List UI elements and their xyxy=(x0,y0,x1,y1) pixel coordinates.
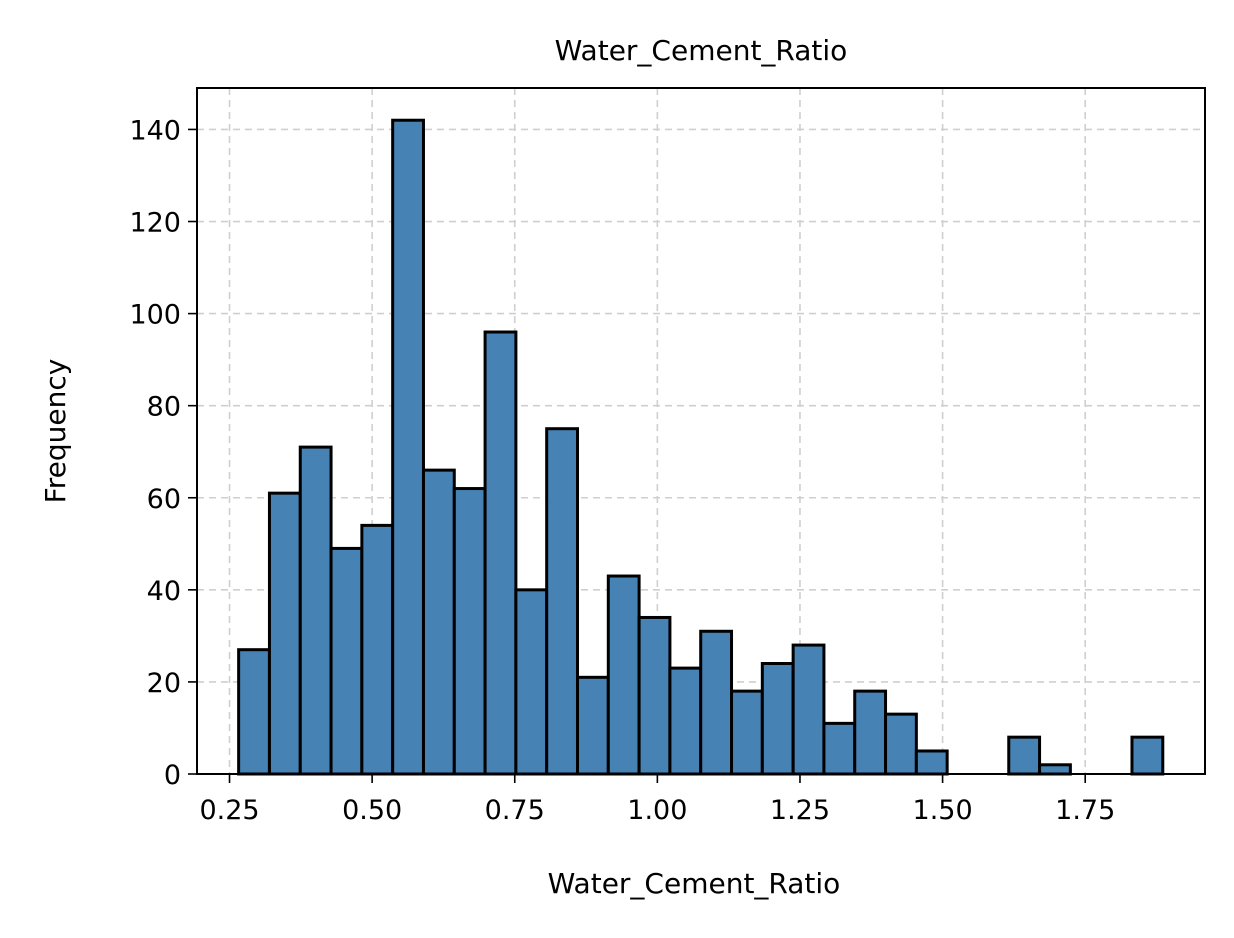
chart-title: Water_Cement_Ratio xyxy=(555,34,848,67)
y-tick-label: 100 xyxy=(129,300,181,331)
histogram-bar xyxy=(822,721,857,776)
x-tick-label: 0.25 xyxy=(199,795,259,826)
x-tick-label: 0.75 xyxy=(485,795,545,826)
y-tick-label: 40 xyxy=(147,576,181,607)
x-tick-label: 1.25 xyxy=(770,795,830,826)
x-tick-label: 1.00 xyxy=(627,795,687,826)
histogram-bar xyxy=(699,629,734,776)
histogram-bar xyxy=(668,666,703,776)
histogram-bar xyxy=(1130,735,1165,776)
histogram-bar xyxy=(791,643,826,776)
histogram-bar xyxy=(237,648,271,776)
histogram-bar xyxy=(267,491,302,776)
histogram-bar xyxy=(606,574,641,776)
y-tick-label: 120 xyxy=(129,208,181,239)
histogram-bar xyxy=(483,330,518,776)
histogram-bar xyxy=(637,615,672,776)
y-tick-label: 0 xyxy=(164,760,181,791)
y-axis: 0 20 40 60 80 100 120 140 xyxy=(129,115,197,791)
histogram-bar xyxy=(360,523,395,776)
y-tick-label: 20 xyxy=(147,668,181,699)
histogram-bar xyxy=(575,675,610,776)
histogram-bar xyxy=(298,445,333,776)
histogram-bar xyxy=(1038,763,1072,776)
x-axis-title: Water_Cement_Ratio xyxy=(548,867,841,900)
y-tick-label: 60 xyxy=(147,484,181,515)
histogram-bar xyxy=(421,468,456,776)
plot-frame xyxy=(196,87,1206,775)
x-tick-label: 0.50 xyxy=(342,795,402,826)
histogram-bar xyxy=(884,712,918,776)
histogram-bar xyxy=(452,487,487,776)
histogram-bar xyxy=(545,427,579,776)
histogram-bar xyxy=(730,689,764,776)
x-tick-label: 1.75 xyxy=(1055,795,1115,826)
histogram-bar xyxy=(853,689,888,776)
histogram-bar xyxy=(514,588,549,776)
histogram-bar xyxy=(391,118,425,776)
x-axis: 0.25 0.50 0.75 1.00 1.25 1.50 1.75 xyxy=(199,774,1115,826)
histogram-bar xyxy=(329,546,364,776)
histogram-bar xyxy=(914,749,949,776)
x-tick-label: 1.50 xyxy=(913,795,973,826)
histogram-bar xyxy=(760,662,795,776)
y-axis-title: Frequency xyxy=(39,359,72,504)
y-tick-label: 140 xyxy=(129,115,181,146)
histogram-bar xyxy=(1007,735,1042,776)
y-tick-label: 80 xyxy=(147,392,181,423)
